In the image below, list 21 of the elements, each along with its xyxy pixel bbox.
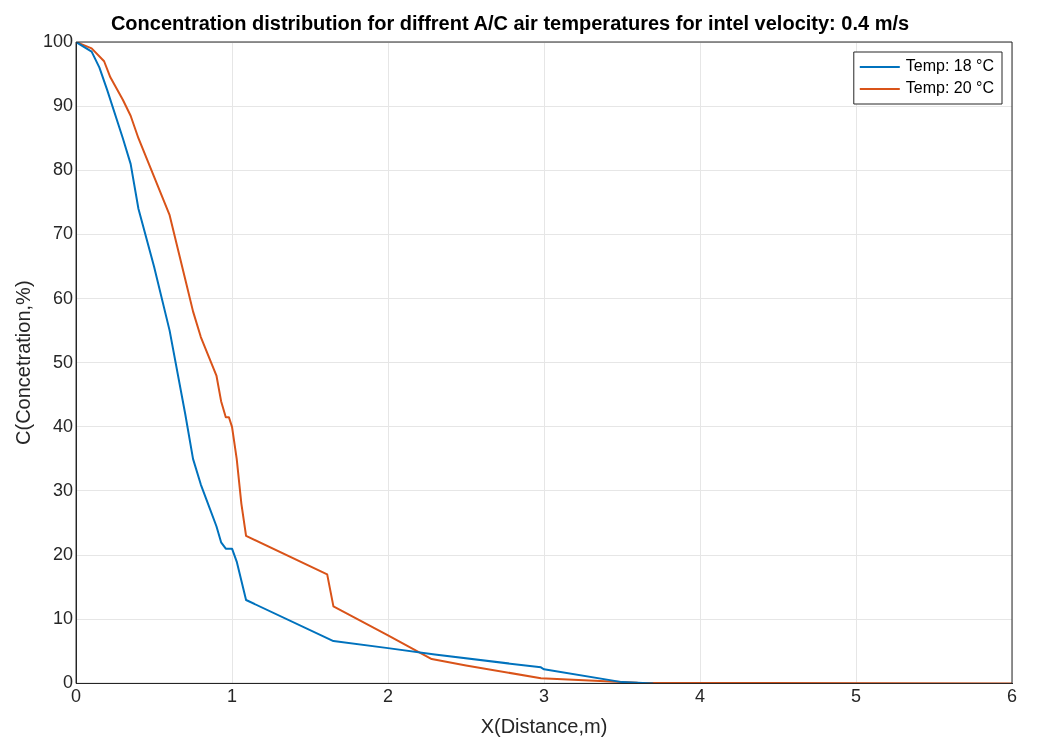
x-tick-label: 1 [227,686,238,707]
legend-label: Temp: 20 °C [905,79,995,97]
y-tick-label: 70 [53,223,74,244]
y-tick-label: 50 [53,351,74,372]
x-tick-label: 2 [383,686,394,707]
y-tick-label: 30 [53,479,74,500]
x-tick-label: 4 [695,686,706,707]
y-tick-label: 80 [53,159,74,180]
x-tick-label: 6 [1006,686,1018,707]
y-tick-label: 100 [42,30,74,51]
y-tick-label: 20 [53,544,74,565]
legend-label: Temp: 18 °C [905,57,995,75]
x-tick-label: 5 [851,686,862,707]
y-tick-label: 60 [53,287,74,308]
y-tick-label: 40 [53,415,74,436]
y-tick-label: 90 [53,95,74,116]
y-axis-title: C(Concetration,%) [11,280,34,445]
x-axis-title: X(Distance,m) [480,714,608,737]
x-tick-label: 3 [539,686,550,707]
chart-title: Concentration distribution for diffrent A/C air temperatures for intel velocity: 0.4 m/s [110,11,910,34]
y-tick-label: 10 [53,608,74,629]
